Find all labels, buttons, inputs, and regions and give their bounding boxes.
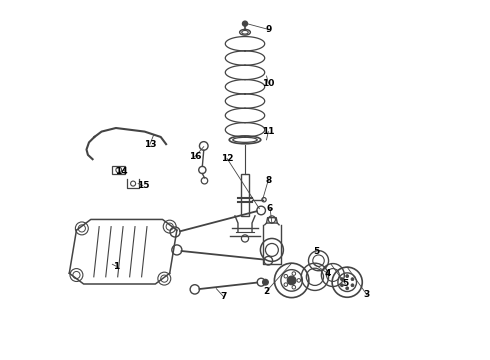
- Text: 14: 14: [115, 167, 127, 176]
- Text: 15: 15: [137, 181, 149, 190]
- Circle shape: [346, 287, 349, 290]
- Circle shape: [346, 275, 349, 278]
- Circle shape: [341, 278, 343, 280]
- Text: 11: 11: [262, 127, 274, 136]
- Text: 13: 13: [144, 140, 156, 149]
- Text: 7: 7: [220, 292, 227, 301]
- Circle shape: [287, 276, 296, 285]
- Text: 5: 5: [343, 279, 348, 288]
- Text: 12: 12: [221, 154, 233, 163]
- Text: 10: 10: [262, 79, 274, 88]
- Text: 6: 6: [267, 204, 273, 213]
- Text: 4: 4: [324, 269, 331, 278]
- Text: 9: 9: [265, 25, 271, 34]
- Bar: [241, 174, 249, 216]
- Text: 8: 8: [265, 176, 271, 185]
- Text: 5: 5: [314, 247, 320, 256]
- Text: 1: 1: [113, 262, 119, 271]
- Text: 16: 16: [189, 152, 201, 161]
- Circle shape: [243, 21, 247, 26]
- Circle shape: [351, 278, 354, 280]
- Circle shape: [263, 279, 269, 285]
- Circle shape: [341, 284, 343, 287]
- Circle shape: [351, 284, 354, 287]
- Text: 3: 3: [364, 290, 370, 299]
- Text: 2: 2: [264, 287, 270, 296]
